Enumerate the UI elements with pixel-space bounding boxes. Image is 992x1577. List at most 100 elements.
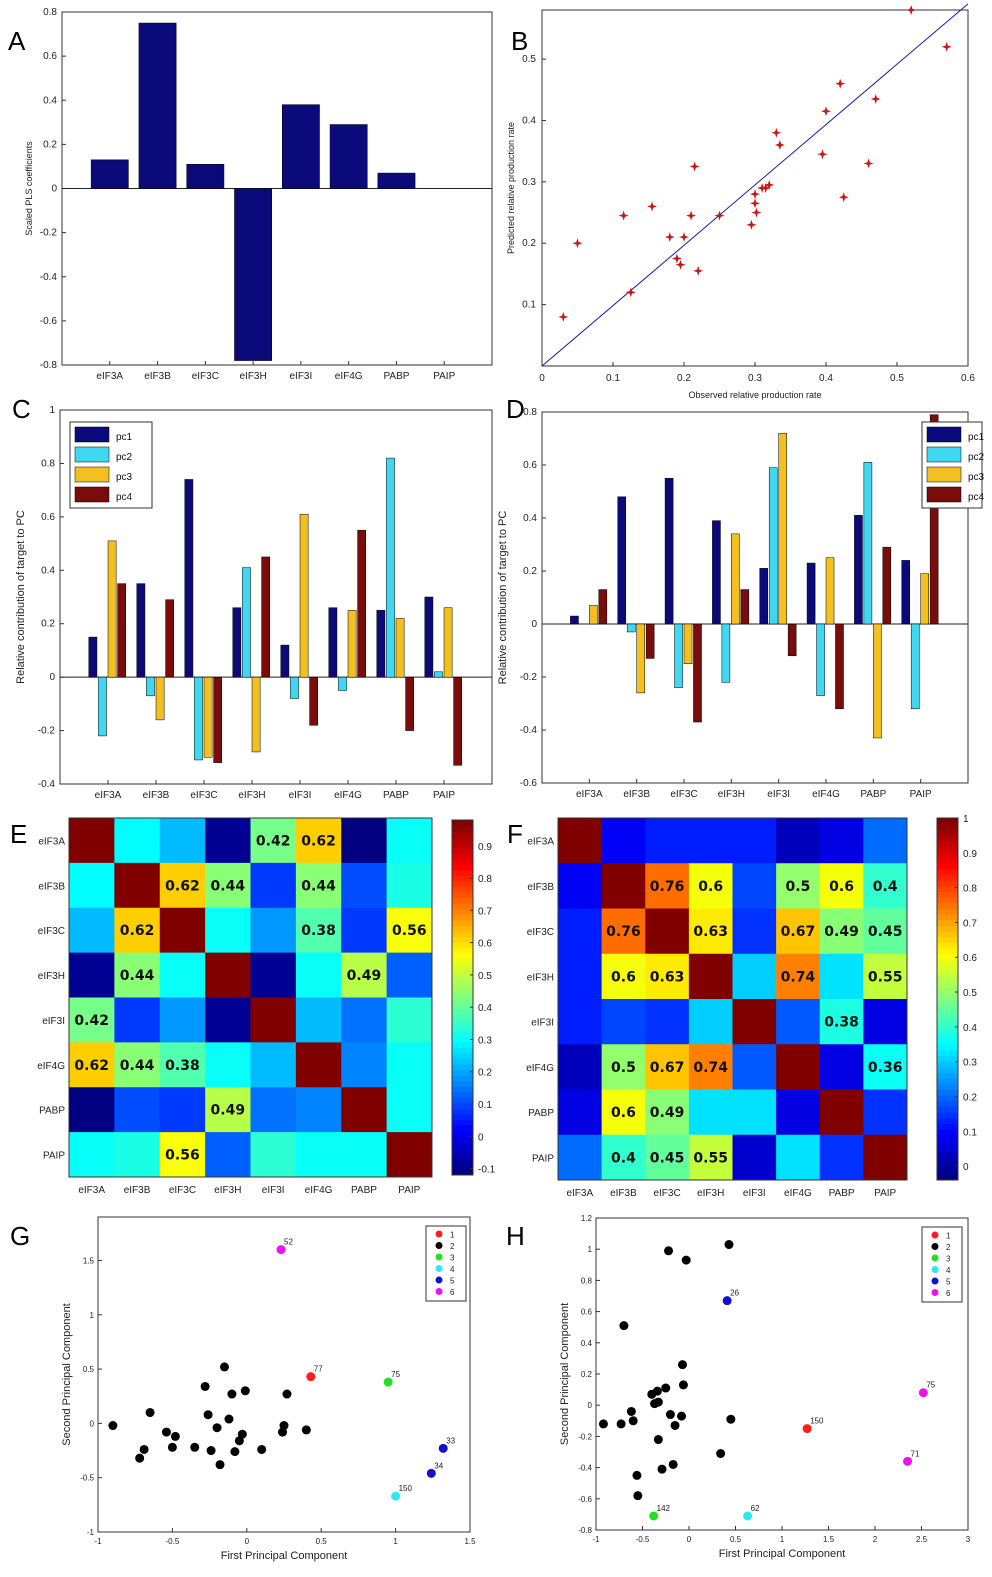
bar — [234, 188, 272, 361]
heatmap-cell — [386, 907, 433, 954]
colorbar-segment — [937, 908, 958, 915]
legend-label: 4 — [946, 1266, 951, 1275]
y-tick-label: -0.2 — [38, 726, 56, 737]
legend-swatch-pc3 — [926, 466, 962, 483]
heatmap-cell — [601, 863, 646, 909]
heatmap-cell — [776, 863, 821, 909]
colorbar-segment — [452, 908, 473, 915]
panel-h: H -1 -0.5 0 0.5 1 1.5 2 2.5 3 1.2 1 0.8 0.6 0.4 0.2 0 -0.… — [506, 1214, 971, 1560]
data-point-star — [625, 287, 636, 298]
bar-pc4 — [882, 546, 892, 625]
bar-pc2 — [721, 623, 731, 683]
panel-c: C 1 0.8 0.6 0.4 0.2 0 -0.2 -0.4 eIF3A eIF3B eIF3C eI… — [12, 394, 493, 801]
data-point-cluster-2 — [240, 1386, 250, 1396]
heatmap-cell — [205, 818, 251, 864]
row-label: eIF3C — [527, 927, 554, 938]
colorbar-segment — [937, 1129, 958, 1136]
colorbar-segment — [937, 834, 958, 842]
heatmap-cell — [114, 862, 161, 909]
heatmap-cell — [601, 999, 646, 1045]
colorbar-segment — [452, 825, 473, 832]
heatmap-cell — [558, 953, 603, 1000]
bar-pc4 — [261, 556, 271, 678]
row-label: PAIP — [43, 1151, 65, 1162]
data-point-cluster-2 — [657, 1464, 667, 1474]
col-label: eIF3C — [169, 1185, 196, 1196]
colorbar-segment — [452, 1025, 473, 1032]
x-tick-label: PAIP — [910, 789, 932, 800]
colorbar-segment — [937, 1123, 958, 1130]
row-label: PABP — [39, 1106, 65, 1117]
bar-pc2 — [910, 623, 920, 710]
data-point-cluster-2 — [139, 1444, 149, 1454]
data-point-star — [679, 232, 689, 243]
data-point-cluster-2 — [628, 1416, 638, 1426]
cell-value-label: 0.63 — [693, 924, 728, 940]
heatmap-cell — [776, 908, 821, 955]
x-tick-label: -1 — [592, 1535, 600, 1544]
colorbar-segment — [452, 947, 473, 954]
colorbar-segment — [937, 840, 958, 847]
data-point-cluster-4 — [391, 1491, 401, 1501]
legend-box — [921, 1226, 963, 1303]
data-point-cluster-2 — [653, 1435, 663, 1445]
data-point-cluster-2 — [301, 1425, 311, 1435]
heatmap-cell — [341, 1087, 388, 1133]
heatmap-cell — [776, 1134, 821, 1181]
heatmap-cell — [69, 997, 115, 1043]
data-point-cluster-2 — [670, 1420, 680, 1430]
bar-pc4 — [117, 583, 127, 678]
heatmap-cell — [819, 908, 864, 955]
colorbar-frame — [451, 819, 474, 1176]
heatmap-cell — [732, 863, 777, 909]
x-tick-label: eIF3C — [670, 789, 697, 800]
colorbar-tick-label: -0.1 — [478, 1165, 496, 1176]
data-point-star — [760, 183, 771, 193]
colorbar-segment — [452, 858, 473, 865]
legend-label-pc2: pc2 — [968, 452, 985, 463]
cell-value-label: 0.6 — [611, 1105, 636, 1121]
bar — [377, 172, 416, 189]
bar-pc3 — [589, 605, 598, 625]
heatmap-cell — [159, 1087, 206, 1133]
heatmap-cell — [776, 1044, 821, 1090]
heatmap-cell — [205, 862, 251, 909]
colorbar-tick-label: 0.3 — [963, 1058, 977, 1069]
heatmap-cell — [295, 1042, 342, 1088]
colorbar-segment — [937, 1146, 958, 1153]
bar-pc2 — [146, 676, 155, 697]
data-point-cluster-2 — [626, 1406, 636, 1416]
heatmap-cell — [69, 907, 115, 954]
heatmap-cell — [776, 818, 821, 864]
heatmap-cell — [863, 818, 908, 864]
y-tick-label: -0.6 — [578, 1495, 592, 1504]
colorbar-segment — [452, 980, 473, 987]
bar-pc1 — [901, 560, 911, 625]
colorbar-segment — [452, 958, 473, 965]
y-tick-label: 0.2 — [41, 619, 55, 630]
panel-letter-c: C — [12, 394, 31, 424]
heatmap-cell — [159, 1042, 206, 1088]
legend-label: 6 — [450, 1288, 455, 1297]
colorbar-tick-label: 0.5 — [963, 988, 977, 999]
cell-value-label: 0.62 — [120, 923, 155, 939]
col-label: PABP — [351, 1185, 377, 1196]
x-tick-label: eIF3B — [143, 790, 170, 801]
heatmap-cell — [819, 953, 864, 1000]
colorbar-segment — [937, 976, 958, 983]
colorbar-segment — [937, 1095, 958, 1102]
heatmap-cell — [819, 818, 864, 864]
colorbar-segment — [937, 919, 958, 926]
colorbar-tick-label: 0.5 — [478, 971, 492, 982]
point-label: 75 — [391, 1370, 400, 1379]
colorbar-segment — [452, 1069, 473, 1076]
bar-pc4 — [357, 529, 367, 678]
x-tick-label: eIF3B — [623, 789, 650, 800]
bar-pc4 — [835, 623, 844, 710]
heatmap-cell — [386, 1087, 433, 1133]
heatmap-cell — [159, 952, 206, 998]
heatmap-cell — [386, 818, 433, 864]
y-tick-label: -0.4 — [578, 1464, 592, 1473]
legend-marker — [931, 1277, 939, 1285]
col-label: PAIP — [398, 1185, 420, 1196]
